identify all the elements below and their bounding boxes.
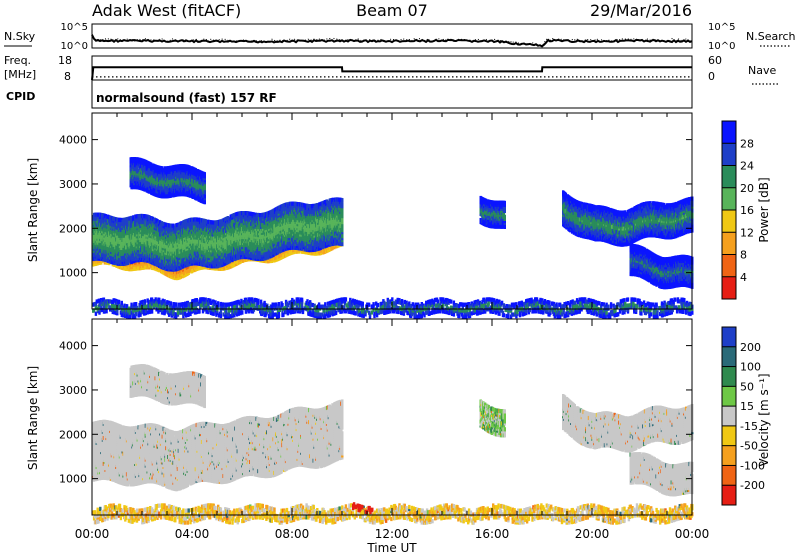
noise-sky-line — [91, 34, 693, 48]
date-title: 29/Mar/2016 — [590, 1, 692, 20]
cpid-text: normalsound (fast) 157 RF — [96, 91, 277, 105]
nsky-label: N.Sky — [4, 30, 36, 43]
cpid-panel: CPID normalsound (fast) 157 RF — [6, 79, 693, 109]
station-title: Adak West (fitACF) — [92, 1, 241, 20]
freq-left-tick-hi: 18 — [58, 54, 72, 67]
freq-left-tick-lo: 8 — [64, 70, 71, 83]
cpid-label: CPID — [6, 90, 35, 103]
freq-line — [91, 66, 692, 81]
power-cells — [92, 157, 694, 319]
freq-label: Freq. — [4, 54, 31, 67]
noise-left-tick-lo: 10^0 — [61, 41, 88, 52]
freq-right-tick-hi: 60 — [708, 54, 722, 67]
heat-cell — [333, 245, 336, 250]
heat-cell — [191, 268, 194, 274]
noise-panel: N.Sky N.Search 10^5 10^0 10^5 10^0 — [4, 22, 796, 52]
beam-title: Beam 07 — [356, 1, 428, 20]
heat-cell — [104, 214, 107, 219]
freq-unit-label: [MHz] — [4, 68, 36, 81]
noise-right-tick-hi: 10^5 — [708, 22, 735, 33]
freq-right-tick-lo: 0 — [708, 70, 715, 83]
noise-right-tick-lo: 10^0 — [708, 41, 735, 52]
nsearch-label: N.Search — [746, 30, 796, 43]
noise-left-tick-hi: 10^5 — [61, 22, 88, 33]
nave-label: Nave — [748, 64, 776, 77]
